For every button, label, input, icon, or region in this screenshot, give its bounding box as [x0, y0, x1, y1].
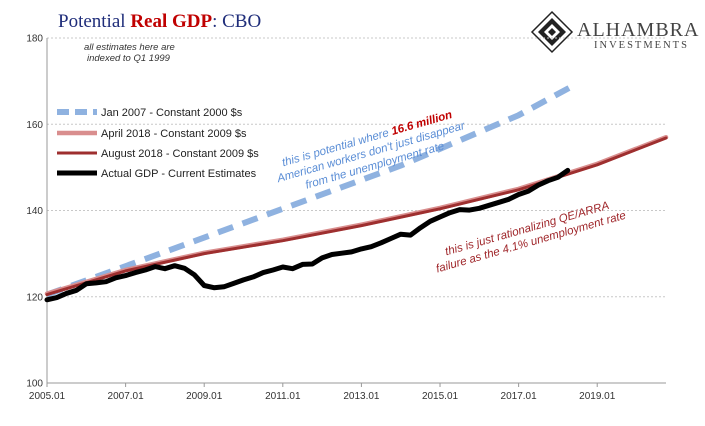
- x-tick-labels: 2005.01 2007.01 2009.01 2011.01 2013.01 2015.…: [29, 391, 616, 402]
- chart-title: Potential Real GDP: CBO: [58, 11, 261, 32]
- legend-item-august-2018-label: August 2018 - Constant 2009 $s: [101, 148, 259, 160]
- logo-subtitle: INVESTMENTS: [594, 40, 689, 51]
- gridlines: [47, 37, 666, 298]
- legend-item-actual-gdp-label: Actual GDP - Current Estimates: [101, 168, 257, 180]
- blue-annotation: this is potential where 16.6 million Ame…: [275, 109, 467, 192]
- x-tick-label: 2019.01: [579, 391, 616, 402]
- axes: [46, 38, 666, 387]
- x-tick-label: 2017.01: [501, 391, 538, 402]
- y-tick-label: 100: [26, 379, 43, 390]
- x-tick-label: 2005.01: [29, 391, 66, 402]
- legend-item-jan-2007-label: Jan 2007 - Constant 2000 $s: [101, 107, 243, 119]
- alhambra-logo: ALHAMBRA INVESTMENTS: [530, 10, 699, 54]
- legend: Jan 2007 - Constant 2000 $s April 2018 - …: [57, 107, 259, 180]
- series-lines: [44, 80, 669, 303]
- x-tick-label: 2015.01: [422, 391, 459, 402]
- y-tick-label: 120: [26, 292, 43, 303]
- y-tick-label: 160: [26, 120, 43, 131]
- series-line-jan-2007: [45, 80, 580, 298]
- y-tick-label: 140: [26, 206, 43, 217]
- legend-item-april-2018-label: April 2018 - Constant 2009 $s: [101, 128, 247, 140]
- x-tick-label: 2013.01: [343, 391, 380, 402]
- x-tick-label: 2009.01: [186, 391, 223, 402]
- series-line-actual-gdp: [44, 167, 571, 303]
- x-tick-label: 2011.01: [265, 391, 301, 402]
- chart-title-part3: : CBO: [212, 11, 261, 32]
- x-tick-label: 2007.01: [108, 391, 145, 402]
- chart-title-part1: Potential: [58, 11, 130, 32]
- diamond-logo-icon: [530, 10, 574, 54]
- y-tick-label: 180: [26, 34, 43, 45]
- chart-title-part2: Real GDP: [130, 11, 212, 32]
- logo-name: ALHAMBRA: [577, 19, 699, 41]
- note-line1: all estimates here are: [84, 42, 175, 53]
- y-tick-labels: 100 120 140 160 180: [26, 34, 43, 390]
- note-line2: indexed to Q1 1999: [87, 53, 171, 64]
